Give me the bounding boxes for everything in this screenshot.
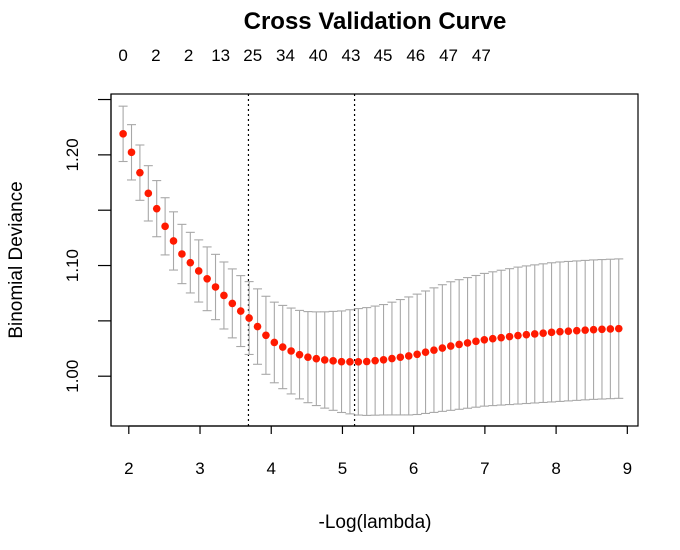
top-tick-label: 13 bbox=[211, 46, 230, 65]
mean-deviance-point bbox=[262, 331, 270, 340]
mean-deviance-point bbox=[505, 332, 514, 341]
mean-deviance-point bbox=[488, 334, 497, 343]
mean-deviance-point bbox=[194, 267, 203, 275]
top-tick-label: 2 bbox=[184, 46, 193, 65]
x-tick-label: 6 bbox=[409, 459, 418, 478]
mean-points bbox=[119, 130, 623, 366]
top-tick-label: 2 bbox=[151, 46, 160, 65]
top-tick-label: 47 bbox=[472, 46, 491, 65]
mean-deviance-point bbox=[404, 352, 413, 360]
y-tick-label: 1.20 bbox=[63, 138, 82, 171]
chart-title: Cross Validation Curve bbox=[244, 8, 507, 35]
mean-deviance-point bbox=[438, 344, 447, 352]
mean-deviance-point bbox=[581, 326, 589, 334]
mean-deviance-point bbox=[539, 329, 547, 337]
mean-deviance-point bbox=[472, 337, 480, 346]
mean-deviance-point bbox=[564, 327, 573, 335]
mean-deviance-point bbox=[161, 222, 169, 231]
mean-deviance-point bbox=[396, 353, 405, 362]
mean-deviance-point bbox=[598, 325, 606, 334]
mean-deviance-point bbox=[547, 328, 556, 337]
x-tick-label: 8 bbox=[551, 459, 560, 478]
mean-deviance-point bbox=[312, 354, 321, 363]
top-tick-label: 45 bbox=[374, 46, 393, 65]
mean-deviance-point bbox=[572, 326, 581, 335]
mean-deviance-point bbox=[480, 335, 489, 344]
mean-deviance-point bbox=[211, 283, 220, 291]
mean-deviance-point bbox=[379, 355, 388, 364]
mean-deviance-point bbox=[152, 204, 161, 213]
x-tick-label: 2 bbox=[124, 459, 133, 478]
y-tick-label: 1.10 bbox=[63, 249, 82, 282]
reference-lines bbox=[247, 94, 356, 426]
x-axis: 2 3 4 5 6 7 8 9 bbox=[124, 425, 632, 478]
top-axis: 0 2 2 13 25 34 40 43 45 46 47 47 bbox=[118, 46, 490, 65]
mean-deviance-point bbox=[144, 189, 153, 198]
x-tick-label: 7 bbox=[480, 459, 489, 478]
mean-deviance-point bbox=[186, 258, 195, 267]
top-tick-label: 34 bbox=[276, 46, 295, 65]
x-tick-label: 5 bbox=[338, 459, 347, 478]
mean-deviance-point bbox=[320, 356, 329, 364]
mean-deviance-point bbox=[514, 331, 522, 340]
top-tick-label: 25 bbox=[243, 46, 262, 65]
mean-deviance-point bbox=[304, 353, 312, 361]
mean-deviance-point bbox=[413, 350, 421, 359]
top-tick-label: 43 bbox=[342, 46, 361, 65]
mean-deviance-point bbox=[614, 324, 623, 333]
x-tick-label: 3 bbox=[195, 459, 204, 478]
mean-deviance-point bbox=[430, 346, 438, 354]
mean-deviance-point bbox=[136, 168, 144, 177]
y-axis: 1.00 1.10 1.20 bbox=[63, 94, 112, 426]
mean-deviance-point bbox=[589, 325, 598, 334]
mean-deviance-point bbox=[253, 322, 262, 331]
top-tick-label: 40 bbox=[309, 46, 328, 65]
mean-deviance-point bbox=[421, 348, 430, 357]
mean-deviance-point bbox=[371, 356, 379, 365]
y-axis-label: Binomial Deviance bbox=[6, 181, 27, 338]
mean-deviance-point bbox=[346, 358, 354, 366]
mean-deviance-point bbox=[245, 314, 253, 322]
mean-deviance-point bbox=[119, 130, 127, 138]
mean-deviance-point bbox=[497, 333, 505, 342]
mean-deviance-point bbox=[455, 340, 463, 349]
mean-deviance-point bbox=[287, 347, 295, 355]
y-tick-label: 1.00 bbox=[63, 360, 82, 393]
mean-deviance-point bbox=[270, 338, 279, 347]
mean-deviance-point bbox=[329, 357, 337, 365]
mean-deviance-point bbox=[388, 354, 396, 363]
mean-deviance-point bbox=[522, 330, 531, 339]
mean-deviance-point bbox=[606, 325, 615, 333]
error-bars bbox=[118, 105, 624, 416]
x-tick-label: 4 bbox=[267, 459, 276, 478]
top-tick-label: 0 bbox=[118, 46, 127, 65]
mean-deviance-point bbox=[127, 148, 136, 157]
mean-deviance-point bbox=[295, 350, 304, 359]
top-tick-label: 47 bbox=[439, 46, 458, 65]
mean-deviance-point bbox=[169, 237, 178, 245]
mean-deviance-point bbox=[463, 339, 472, 347]
mean-deviance-point bbox=[203, 274, 211, 283]
mean-deviance-point bbox=[220, 291, 228, 300]
mean-deviance-point bbox=[337, 357, 346, 366]
x-tick-label: 9 bbox=[623, 459, 632, 478]
mean-deviance-point bbox=[446, 342, 455, 350]
mean-deviance-point bbox=[362, 357, 371, 366]
mean-deviance-point bbox=[228, 299, 237, 308]
mean-deviance-point bbox=[556, 327, 564, 336]
mean-deviance-point bbox=[236, 307, 245, 315]
x-axis-label: -Log(lambda) bbox=[319, 512, 432, 533]
top-tick-label: 46 bbox=[406, 46, 425, 65]
mean-deviance-point bbox=[354, 358, 363, 366]
mean-deviance-point bbox=[278, 343, 287, 351]
mean-deviance-point bbox=[530, 330, 539, 338]
mean-deviance-point bbox=[178, 250, 186, 258]
